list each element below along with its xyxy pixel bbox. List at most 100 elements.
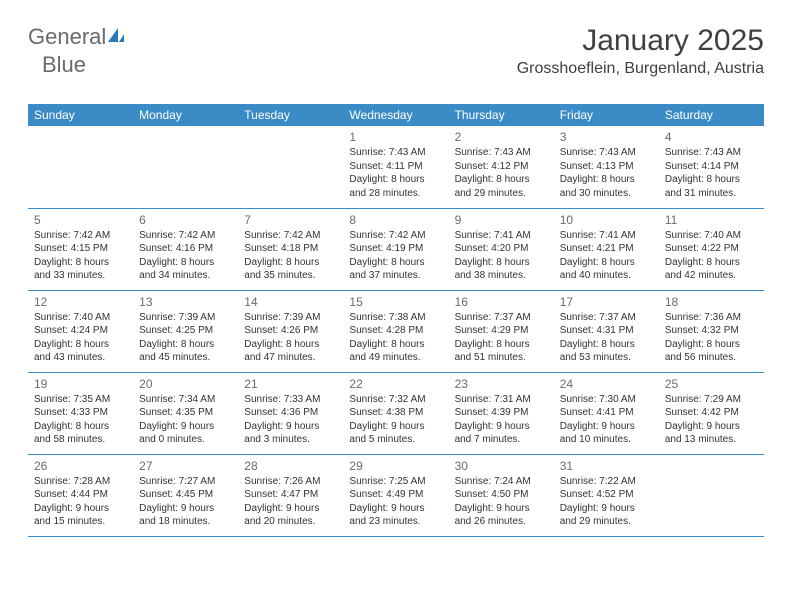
- sunset-text: Sunset: 4:39 PM: [455, 406, 548, 420]
- sunset-text: Sunset: 4:32 PM: [665, 324, 758, 338]
- calendar-day-cell: 7Sunrise: 7:42 AMSunset: 4:18 PMDaylight…: [238, 208, 343, 290]
- brand-text-part1: General: [28, 24, 106, 50]
- dl1-text: Daylight: 8 hours: [244, 256, 337, 270]
- dl1-text: Daylight: 9 hours: [139, 420, 232, 434]
- calendar-week-row: 12Sunrise: 7:40 AMSunset: 4:24 PMDayligh…: [28, 290, 764, 372]
- sunset-text: Sunset: 4:41 PM: [560, 406, 653, 420]
- sunset-text: Sunset: 4:49 PM: [349, 488, 442, 502]
- dl2-text: and 10 minutes.: [560, 433, 653, 447]
- sunrise-text: Sunrise: 7:27 AM: [139, 475, 232, 489]
- day-number: 1: [349, 129, 442, 145]
- sunrise-text: Sunrise: 7:30 AM: [560, 393, 653, 407]
- calendar-day-cell: 30Sunrise: 7:24 AMSunset: 4:50 PMDayligh…: [449, 454, 554, 536]
- dl2-text: and 0 minutes.: [139, 433, 232, 447]
- calendar-day-cell: 1Sunrise: 7:43 AMSunset: 4:11 PMDaylight…: [343, 126, 448, 208]
- dl1-text: Daylight: 8 hours: [349, 173, 442, 187]
- calendar-day-cell: 19Sunrise: 7:35 AMSunset: 4:33 PMDayligh…: [28, 372, 133, 454]
- dl1-text: Daylight: 9 hours: [455, 502, 548, 516]
- dl2-text: and 3 minutes.: [244, 433, 337, 447]
- dl2-text: and 20 minutes.: [244, 515, 337, 529]
- sunset-text: Sunset: 4:52 PM: [560, 488, 653, 502]
- dl1-text: Daylight: 9 hours: [34, 502, 127, 516]
- dl1-text: Daylight: 8 hours: [665, 338, 758, 352]
- calendar-week-row: 5 Sunrise: 7:42 AM Sunset: 4:15 PM Daylight…: [28, 208, 764, 290]
- dl2-text: and 56 minutes.: [665, 351, 758, 365]
- sunset-text: Sunset: 4:13 PM: [560, 160, 653, 174]
- dl2-text: and 35 minutes.: [244, 269, 337, 283]
- day-number: 31: [560, 458, 653, 474]
- sunrise-text: Sunrise: 7:25 AM: [349, 475, 442, 489]
- weekday-header: Friday: [554, 104, 659, 126]
- sunrise-text: Sunrise: 7:22 AM: [560, 475, 653, 489]
- calendar-day-cell: 5Sunrise: 7:42 AMSunset: 4:15 PMDaylight…: [28, 208, 133, 290]
- day-number: 6: [139, 212, 232, 228]
- day-number: 30: [455, 458, 548, 474]
- calendar-day-cell: 26Sunrise: 7:28 AMSunset: 4:44 PMDayligh…: [28, 454, 133, 536]
- calendar-day-cell: 10Sunrise: 7:41 AMSunset: 4:21 PMDayligh…: [554, 208, 659, 290]
- sunset-text: Sunset: 4:45 PM: [139, 488, 232, 502]
- calendar-day-cell: 8Sunrise: 7:42 AMSunset: 4:19 PMDaylight…: [343, 208, 448, 290]
- dl2-text: and 23 minutes.: [349, 515, 442, 529]
- day-number: 20: [139, 376, 232, 392]
- sunset-text: Sunset: 4:38 PM: [349, 406, 442, 420]
- dl2-text: and 33 minutes.: [34, 269, 127, 283]
- calendar-day-cell: 29Sunrise: 7:25 AMSunset: 4:49 PMDayligh…: [343, 454, 448, 536]
- day-number: 19: [34, 376, 127, 392]
- sunrise-text: Sunrise: 7:41 AM: [455, 229, 548, 243]
- day-number: 14: [244, 294, 337, 310]
- dl2-text: and 34 minutes.: [139, 269, 232, 283]
- dl2-text: and 18 minutes.: [139, 515, 232, 529]
- dl2-text: and 37 minutes.: [349, 269, 442, 283]
- calendar-day-cell: [133, 126, 238, 208]
- calendar-day-cell: 17Sunrise: 7:37 AMSunset: 4:31 PMDayligh…: [554, 290, 659, 372]
- sunset-text: Sunset: 4:28 PM: [349, 324, 442, 338]
- sunrise-text: Sunrise: 7:43 AM: [560, 146, 653, 160]
- dl1-text: Daylight: 8 hours: [139, 338, 232, 352]
- calendar-day-cell: 28Sunrise: 7:26 AMSunset: 4:47 PMDayligh…: [238, 454, 343, 536]
- sunset-text: Sunset: 4:47 PM: [244, 488, 337, 502]
- sunset-text: Sunset: 4:21 PM: [560, 242, 653, 256]
- sunset-text: Sunset: 4:15 PM: [34, 242, 127, 256]
- sunrise-text: Sunrise: 7:42 AM: [139, 229, 232, 243]
- dl1-text: Daylight: 9 hours: [139, 502, 232, 516]
- weekday-header: Monday: [133, 104, 238, 126]
- day-number: 9: [455, 212, 548, 228]
- dl1-text: Daylight: 8 hours: [349, 338, 442, 352]
- sunrise-text: Sunrise: 7:40 AM: [34, 311, 127, 325]
- dl2-text: and 15 minutes.: [34, 515, 127, 529]
- dl1-text: Daylight: 8 hours: [349, 256, 442, 270]
- sunset-text: Sunset: 4:35 PM: [139, 406, 232, 420]
- day-number: 5: [34, 212, 127, 228]
- sunset-text: Sunset: 4:36 PM: [244, 406, 337, 420]
- calendar-day-cell: 4Sunrise: 7:43 AMSunset: 4:14 PMDaylight…: [659, 126, 764, 208]
- day-number: 21: [244, 376, 337, 392]
- dl1-text: Daylight: 8 hours: [560, 256, 653, 270]
- sunset-text: Sunset: 4:31 PM: [560, 324, 653, 338]
- day-number: 18: [665, 294, 758, 310]
- calendar-day-cell: 16Sunrise: 7:37 AMSunset: 4:29 PMDayligh…: [449, 290, 554, 372]
- sunrise-text: Sunrise: 7:39 AM: [244, 311, 337, 325]
- calendar-day-cell: [659, 454, 764, 536]
- weekday-header: Thursday: [449, 104, 554, 126]
- calendar-day-cell: 31Sunrise: 7:22 AMSunset: 4:52 PMDayligh…: [554, 454, 659, 536]
- calendar-day-cell: 27Sunrise: 7:27 AMSunset: 4:45 PMDayligh…: [133, 454, 238, 536]
- calendar-week-row: 19Sunrise: 7:35 AMSunset: 4:33 PMDayligh…: [28, 372, 764, 454]
- dl1-text: Daylight: 9 hours: [244, 420, 337, 434]
- dl2-text: and 29 minutes.: [455, 187, 548, 201]
- sunrise-text: Sunrise: 7:32 AM: [349, 393, 442, 407]
- dl2-text: and 45 minutes.: [139, 351, 232, 365]
- sunrise-text: Sunrise: 7:29 AM: [665, 393, 758, 407]
- calendar-week-row: 26Sunrise: 7:28 AMSunset: 4:44 PMDayligh…: [28, 454, 764, 536]
- weekday-header: Saturday: [659, 104, 764, 126]
- dl2-text: and 40 minutes.: [560, 269, 653, 283]
- day-number: 17: [560, 294, 653, 310]
- calendar-day-cell: 18Sunrise: 7:36 AMSunset: 4:32 PMDayligh…: [659, 290, 764, 372]
- sunset-text: Sunset: 4:12 PM: [455, 160, 548, 174]
- dl1-text: Daylight: 8 hours: [139, 256, 232, 270]
- sunrise-text: Sunrise: 7:33 AM: [244, 393, 337, 407]
- dl1-text: Daylight: 9 hours: [244, 502, 337, 516]
- dl1-text: Daylight: 8 hours: [665, 256, 758, 270]
- sunrise-text: Sunrise: 7:28 AM: [34, 475, 127, 489]
- sunrise-text: Sunrise: 7:36 AM: [665, 311, 758, 325]
- location-subtitle: Grosshoeflein, Burgenland, Austria: [517, 60, 764, 78]
